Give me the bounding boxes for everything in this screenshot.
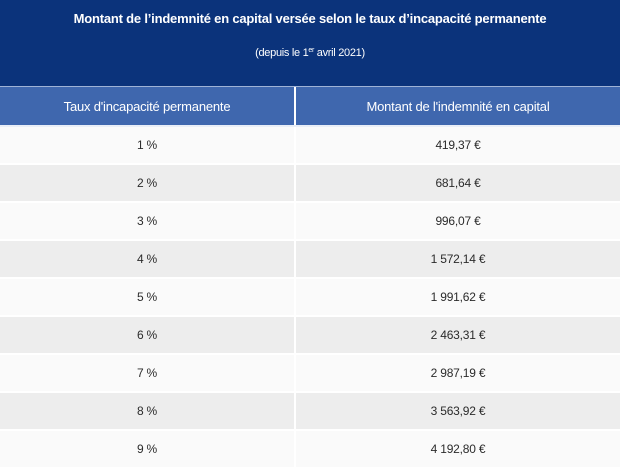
amount-cell: 419,37 € bbox=[295, 126, 620, 165]
table-caption: Montant de l’indemnité en capital versée… bbox=[0, 0, 620, 86]
subtitle-superscript: er bbox=[308, 47, 315, 54]
table-title: Montant de l’indemnité en capital versée… bbox=[73, 11, 547, 26]
rate-cell: 8 % bbox=[0, 392, 296, 431]
table-row: 9 % 4 192,80 € bbox=[0, 430, 620, 469]
rate-cell: 6 % bbox=[0, 316, 296, 355]
table-row: 3 % 996,07 € bbox=[0, 202, 620, 241]
subtitle-prefix: (depuis le 1 bbox=[255, 47, 309, 59]
rate-cell: 4 % bbox=[0, 240, 296, 279]
column-header-amount: Montant de l'indemnité en capital bbox=[295, 87, 620, 127]
table-row: 4 % 1 572,14 € bbox=[0, 240, 620, 279]
rate-cell: 1 % bbox=[0, 126, 296, 165]
divider bbox=[0, 86, 620, 87]
table-row: 6 % 2 463,31 € bbox=[0, 316, 620, 355]
table-row: 1 % 419,37 € bbox=[0, 126, 620, 165]
rate-cell: 5 % bbox=[0, 278, 296, 317]
indemnity-table: Taux d'incapacité permanente Montant de … bbox=[0, 87, 620, 469]
amount-cell: 1 991,62 € bbox=[295, 278, 620, 317]
rate-cell: 3 % bbox=[0, 202, 296, 241]
subtitle-suffix: avril 2021) bbox=[314, 47, 365, 59]
rate-cell: 2 % bbox=[0, 164, 296, 203]
amount-cell: 996,07 € bbox=[295, 202, 620, 241]
amount-cell: 3 563,92 € bbox=[295, 392, 620, 431]
amount-cell: 4 192,80 € bbox=[295, 430, 620, 469]
amount-cell: 681,64 € bbox=[295, 164, 620, 203]
amount-cell: 2 987,19 € bbox=[295, 354, 620, 393]
table-row: 8 % 3 563,92 € bbox=[0, 392, 620, 431]
table-subtitle: (depuis le 1er avril 2021) bbox=[0, 47, 620, 59]
table-row: 2 % 681,64 € bbox=[0, 164, 620, 203]
rate-cell: 7 % bbox=[0, 354, 296, 393]
table-row: 7 % 2 987,19 € bbox=[0, 354, 620, 393]
rate-cell: 9 % bbox=[0, 430, 296, 469]
amount-cell: 2 463,31 € bbox=[295, 316, 620, 355]
table-row: 5 % 1 991,62 € bbox=[0, 278, 620, 317]
header-row: Taux d'incapacité permanente Montant de … bbox=[0, 87, 620, 127]
column-header-rate: Taux d'incapacité permanente bbox=[0, 87, 296, 127]
amount-cell: 1 572,14 € bbox=[295, 240, 620, 279]
